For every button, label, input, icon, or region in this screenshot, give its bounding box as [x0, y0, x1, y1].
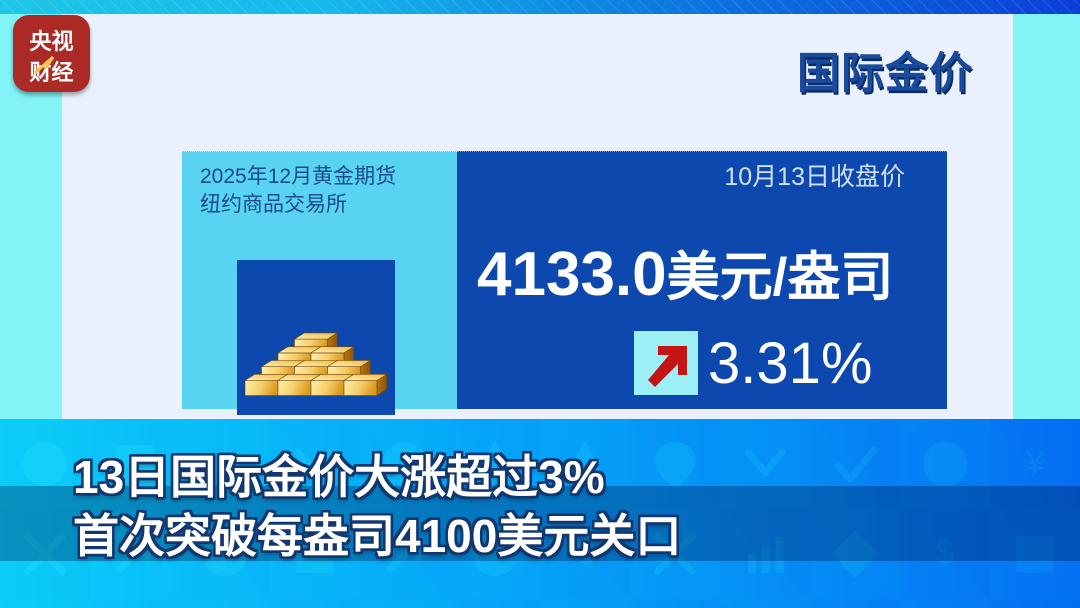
svg-text:¥: ¥: [1025, 444, 1045, 482]
svg-text:央视: 央视: [29, 29, 73, 54]
